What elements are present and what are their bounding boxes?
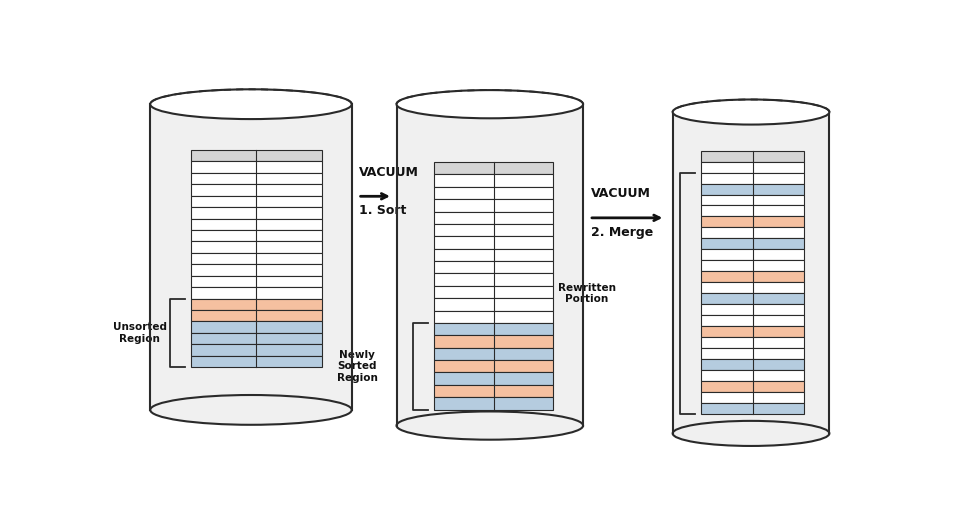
Bar (701, 381, 804, 392)
Bar (434, 212, 553, 224)
Bar (191, 218, 322, 230)
Bar (191, 173, 322, 184)
Bar (701, 238, 804, 249)
Bar (701, 282, 804, 293)
Bar (191, 333, 322, 344)
Bar (191, 241, 322, 253)
Bar (701, 216, 804, 228)
Bar (701, 359, 804, 370)
Bar (701, 370, 804, 381)
Bar (701, 249, 804, 261)
Bar (701, 392, 804, 403)
Bar (191, 321, 322, 333)
Bar (191, 356, 322, 367)
Text: VACUUM: VACUUM (590, 187, 650, 200)
Ellipse shape (672, 421, 829, 446)
Bar (672, 112, 829, 433)
Bar (701, 271, 804, 282)
Bar (701, 403, 804, 414)
Text: VACUUM: VACUUM (359, 165, 419, 179)
Text: Rewritten
Portion: Rewritten Portion (558, 282, 615, 304)
Ellipse shape (150, 89, 351, 119)
Bar (434, 335, 553, 348)
Bar (434, 224, 553, 236)
Bar (434, 236, 553, 249)
Bar (701, 151, 804, 161)
Bar (191, 264, 322, 276)
Bar (701, 206, 804, 216)
Bar (434, 348, 553, 360)
Bar (701, 261, 804, 271)
Bar (434, 397, 553, 410)
Bar (434, 286, 553, 298)
Bar (701, 304, 804, 315)
Bar (701, 348, 804, 359)
Bar (191, 287, 322, 299)
Bar (434, 373, 553, 385)
Text: 1. Sort: 1. Sort (359, 204, 406, 217)
Bar (434, 175, 553, 187)
Bar (150, 104, 351, 410)
Text: Unsorted
Region: Unsorted Region (113, 322, 167, 344)
Bar (434, 323, 553, 335)
Bar (701, 161, 804, 173)
Text: Newly
Sorted
Region: Newly Sorted Region (336, 350, 377, 383)
Bar (191, 344, 322, 356)
Bar (434, 298, 553, 310)
Bar (434, 199, 553, 212)
Bar (701, 228, 804, 238)
Bar (191, 207, 322, 218)
Bar (434, 385, 553, 397)
Bar (191, 230, 322, 241)
Bar (191, 196, 322, 207)
Bar (191, 161, 322, 173)
Bar (397, 104, 584, 426)
Bar (434, 261, 553, 273)
Bar (701, 184, 804, 194)
Ellipse shape (672, 99, 829, 125)
Bar (701, 326, 804, 337)
Ellipse shape (397, 411, 584, 440)
Bar (701, 337, 804, 348)
Bar (701, 173, 804, 184)
Bar (434, 249, 553, 261)
Bar (701, 293, 804, 304)
Bar (191, 310, 322, 321)
Bar (434, 273, 553, 286)
Bar (434, 162, 553, 175)
Bar (701, 194, 804, 206)
Bar (191, 150, 322, 161)
Bar (434, 187, 553, 199)
Ellipse shape (397, 90, 584, 118)
Bar (701, 315, 804, 326)
Bar (434, 310, 553, 323)
Ellipse shape (150, 395, 351, 425)
Bar (191, 184, 322, 196)
Bar (191, 299, 322, 310)
Bar (434, 360, 553, 373)
Bar (191, 253, 322, 264)
Bar (191, 276, 322, 287)
Text: 2. Merge: 2. Merge (590, 225, 653, 239)
